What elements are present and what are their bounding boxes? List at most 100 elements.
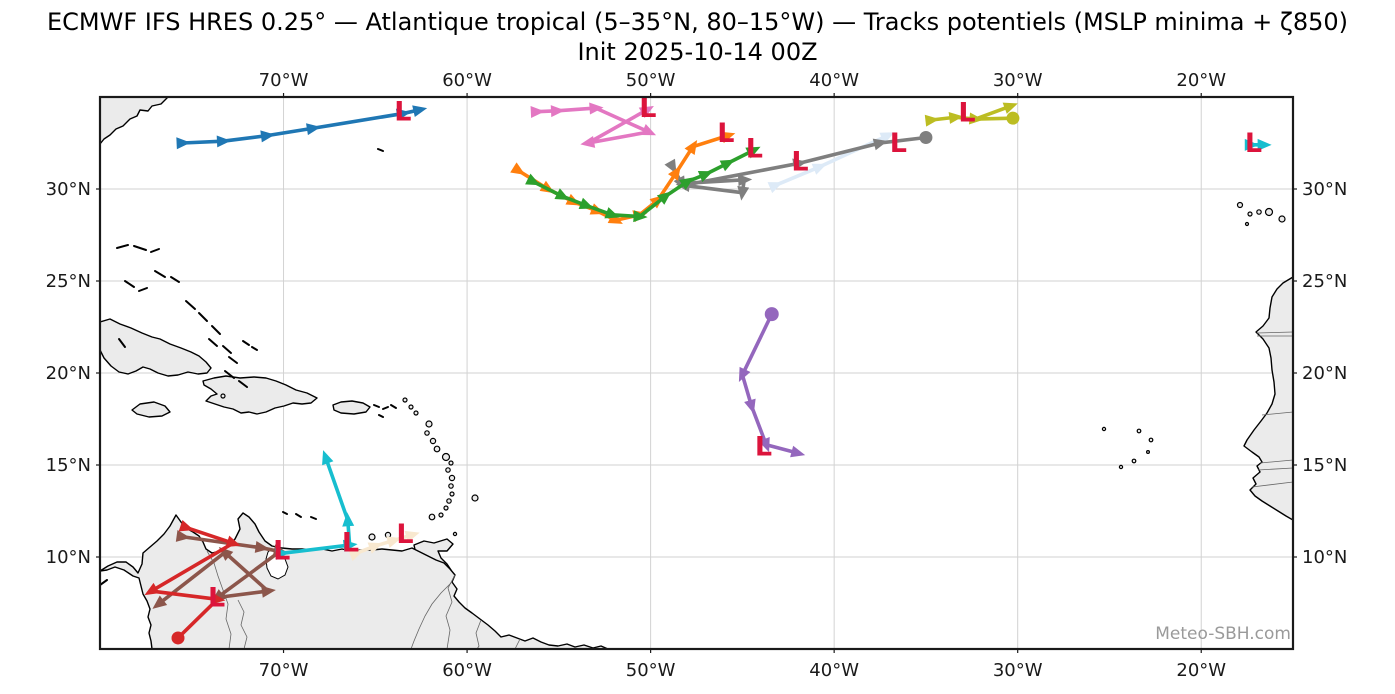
y-tick-label-left: 20°N (46, 363, 91, 384)
watermark: Meteo-SBH.com (1155, 624, 1291, 644)
track-arrowhead (342, 512, 355, 527)
x-tick-label-top: 50°W (626, 70, 676, 91)
x-tick-label-bottom: 70°W (259, 660, 309, 681)
track-gray (664, 130, 933, 201)
y-tick-label-right: 15°N (1302, 455, 1347, 476)
track-arrowhead (144, 582, 160, 596)
x-tick-label-bottom: 30°W (993, 660, 1043, 681)
track-arrowhead (367, 542, 383, 554)
l-marker: L (396, 519, 413, 550)
track-arrowhead (395, 108, 411, 121)
track-end-dot (919, 130, 933, 144)
track-arrowhead (386, 536, 402, 548)
l-marker: L (273, 536, 290, 567)
track-arrowhead (1244, 138, 1259, 151)
track-arrowhead (152, 595, 168, 609)
l-marker: L (755, 432, 772, 463)
land-cuba (100, 318, 212, 377)
x-tick-label-top: 70°W (259, 70, 309, 91)
y-tick-label-left: 25°N (46, 271, 91, 292)
track-arrowhead (510, 162, 526, 175)
track-arrowhead (1257, 138, 1272, 151)
y-tick-label-left: 15°N (46, 455, 91, 476)
track-arrowhead (948, 111, 964, 124)
track-arrowhead (254, 541, 270, 553)
track-end-dot (1006, 111, 1020, 125)
storm-tracks (144, 102, 1272, 645)
track-arrowhead (530, 105, 545, 118)
l-marker: L (1245, 128, 1262, 159)
track-pink (530, 102, 657, 148)
l-marker: L (342, 527, 359, 558)
track-arrowhead (745, 146, 761, 159)
track-arrowhead (589, 102, 604, 115)
axis-ticks (96, 93, 1297, 653)
track-arrowhead (412, 105, 428, 118)
track-arrowhead (550, 105, 566, 118)
track-arrowhead (738, 366, 751, 383)
track-arrowhead (684, 139, 698, 155)
map-layers (100, 97, 1293, 649)
l-marker: L (746, 134, 763, 165)
x-tick-label-bottom: 60°W (442, 660, 492, 681)
track-arrowhead (322, 450, 334, 466)
x-tick-label-top: 40°W (809, 70, 859, 91)
track-arrowhead (790, 445, 806, 458)
figure-subtitle-init-time: Init 2025-10-14 00Z (577, 38, 818, 66)
track-arrowhead (792, 158, 808, 171)
track-arrowhead (633, 210, 648, 223)
track-arrowhead (811, 163, 827, 175)
track-arrowhead (210, 592, 226, 605)
track-arrowhead (554, 188, 570, 200)
track-arrowhead (767, 182, 783, 194)
track-arrowhead (744, 398, 756, 414)
track-arrowhead (604, 207, 620, 219)
track-arrowhead (697, 170, 714, 183)
track-cyan-east (1244, 138, 1272, 151)
track-arrowhead (342, 539, 358, 552)
track-olive-branch (973, 111, 1020, 125)
track-start-dot (764, 307, 779, 322)
y-tick-label-right: 25°N (1302, 271, 1347, 292)
track-arrowhead (275, 548, 290, 561)
l-marker: L (394, 97, 411, 128)
track-end-dot (171, 631, 185, 645)
l-marker: L (890, 128, 907, 159)
land-us_southeast_coast (100, 97, 169, 145)
track-arrowhead (607, 212, 623, 224)
track-arrowhead (175, 529, 191, 542)
track-arrowhead (656, 191, 672, 205)
track-beige (348, 530, 420, 562)
track-arrowhead (667, 165, 681, 181)
track-arrowhead (640, 124, 657, 136)
track-arrowhead (225, 535, 241, 547)
track-arrowhead (260, 130, 275, 143)
x-tick-label-top: 30°W (993, 70, 1043, 91)
figure-title: ECMWF IFS HRES 0.25° — Atlantique tropic… (46, 8, 1349, 36)
track-arrowhead (719, 159, 735, 172)
track-arrowhead (664, 158, 677, 174)
track-arrowhead (404, 530, 420, 543)
track-blue (176, 105, 428, 150)
l-marker: L (639, 93, 656, 124)
track-arrowhead (737, 185, 750, 201)
x-tick-label-bottom: 40°W (809, 660, 859, 681)
track-arrowhead (720, 131, 736, 144)
track-arrowhead (578, 197, 594, 209)
y-tick-label-left: 30°N (46, 179, 91, 200)
track-arrowhead (306, 123, 321, 136)
track-arrowhead (737, 174, 753, 187)
track-green (525, 146, 761, 223)
track-arrowhead (580, 136, 596, 148)
track-cyan (275, 450, 358, 561)
track-arrowhead (924, 114, 940, 127)
coastlines (100, 97, 1293, 649)
x-tick-label-bottom: 20°W (1176, 660, 1226, 681)
land-africa (1243, 276, 1293, 521)
track-arrowhead (679, 177, 694, 190)
track-arrowhead (525, 173, 541, 186)
l-marker: L (717, 118, 734, 149)
land-puerto_rico (332, 400, 371, 415)
